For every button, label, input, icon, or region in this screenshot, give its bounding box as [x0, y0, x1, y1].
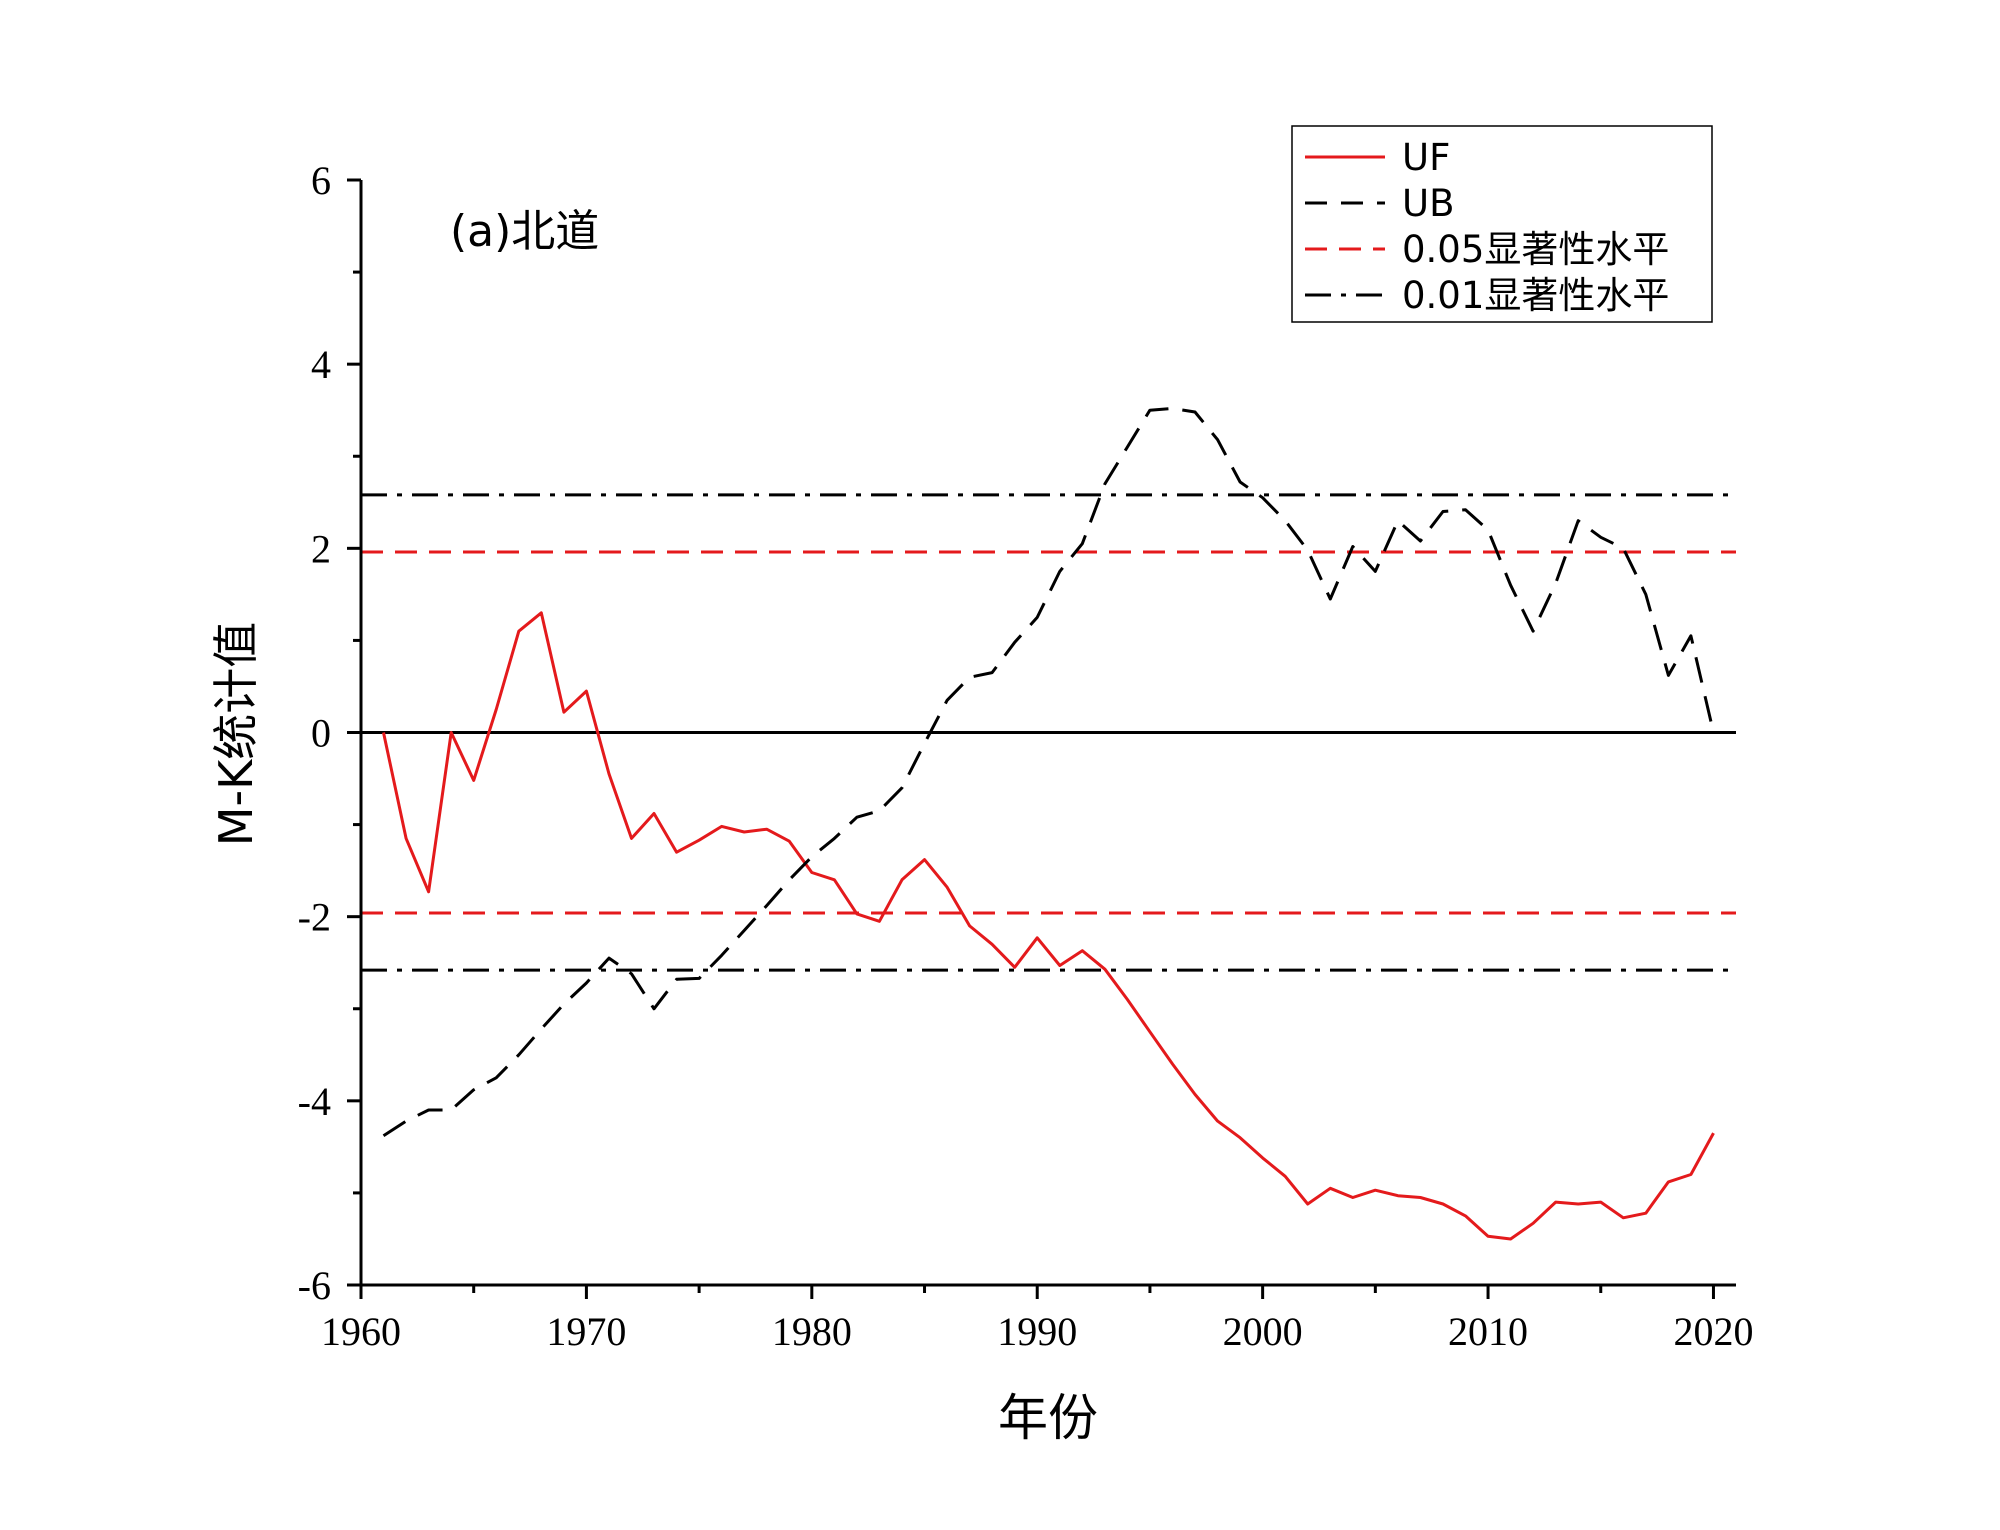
legend-box — [1291, 125, 1713, 323]
legend-label-3: 0.01显著性水平 — [1402, 274, 1669, 317]
x-tick-label: 1970 — [546, 1309, 626, 1354]
series-uf-line — [382, 611, 1715, 1241]
y-tick-label: 2 — [311, 526, 331, 571]
y-axis-title: M-K统计值 — [209, 622, 263, 846]
y-tick-label: -4 — [298, 1079, 331, 1124]
y-tick-label: 6 — [311, 158, 331, 203]
x-tick-label: 2010 — [1448, 1309, 1528, 1354]
y-tick-label: -2 — [298, 895, 331, 940]
y-tick-label: -6 — [298, 1263, 331, 1308]
plot-area — [361, 406, 1736, 1241]
legend-label-0: UF — [1402, 136, 1450, 179]
y-tick-label: 4 — [311, 342, 331, 387]
x-axis-title: 年份 — [998, 1389, 1098, 1447]
y-tick-label: 0 — [311, 711, 331, 756]
legend-label-2: 0.05显著性水平 — [1402, 228, 1669, 271]
x-tick-label: 1980 — [772, 1309, 852, 1354]
legend-label-1: UB — [1402, 182, 1454, 225]
x-tick-label: 2000 — [1223, 1309, 1303, 1354]
x-tick-label: 2020 — [1673, 1309, 1753, 1354]
series-ub-line — [382, 406, 1715, 1138]
x-tick-label: 1960 — [321, 1309, 401, 1354]
x-tick-label: 1990 — [997, 1309, 1077, 1354]
ticks: -6 -4 -2 0 2 4 6 1960 1970 1980 1990 2000 2010 2020 — [298, 158, 1754, 1354]
annotation-label: (a)北道 — [450, 206, 599, 257]
